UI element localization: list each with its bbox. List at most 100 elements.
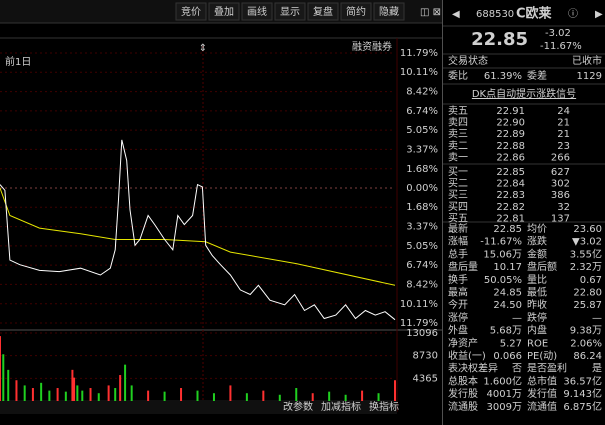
stat-label: 发行值 (527, 387, 557, 400)
volume-bar (2, 354, 5, 401)
book-volume: 386 (551, 190, 570, 201)
book-label: 买二 (448, 178, 468, 190)
stat-label: 总市值 (527, 374, 557, 387)
toolbar-button[interactable] (373, 2, 405, 21)
stat-value: 1.600亿 (483, 374, 522, 387)
status-label: 交易状态 (448, 54, 488, 67)
stat-value: 86.24 (573, 351, 602, 362)
volume-bar (344, 394, 347, 401)
toolbar-label[interactable]: 叠加 (214, 6, 234, 18)
book-volume: 21 (557, 129, 570, 140)
stat-value: 36.57亿 (563, 374, 602, 387)
toolbar-button[interactable] (340, 2, 372, 21)
stat-label: 盘后量 (448, 260, 478, 273)
stat-value: 0.066 (493, 351, 522, 362)
book-label: 买五 (448, 212, 468, 224)
book-price: 22.90 (496, 118, 525, 129)
toolbar-button[interactable] (274, 2, 306, 21)
volume-bar (245, 393, 248, 401)
y-tick-label: 6.74% (406, 260, 438, 271)
toolbar-label[interactable]: 画线 (247, 5, 267, 18)
volume-bar (114, 388, 117, 401)
stat-label: 今开 (448, 298, 468, 311)
toolbar-label[interactable]: 隐藏 (379, 6, 399, 18)
stat-value: 50.05% (484, 275, 522, 286)
stat-label: 净资产 (448, 336, 478, 349)
toolbar-label[interactable]: 竞价 (181, 5, 201, 18)
stat-value: 25.87 (573, 300, 602, 311)
volume-bar (23, 385, 26, 401)
stat-label: 换手 (448, 273, 468, 286)
volume-bar (81, 390, 84, 401)
margin-label[interactable]: 融资融券 (352, 40, 392, 53)
toolbar-button[interactable] (208, 2, 240, 21)
stat-value: ▼3.02 (572, 237, 602, 248)
volume-bar (130, 385, 133, 401)
volume-bar (295, 388, 298, 401)
y-tick-label: 0.00% (406, 183, 438, 194)
stat-value: — (592, 313, 602, 324)
volume-bar (107, 385, 110, 401)
stat-label: ROE (527, 338, 548, 349)
volume-bar (361, 390, 364, 401)
stat-value: 2.06% (570, 338, 602, 349)
stat-value: 10.17 (493, 262, 522, 273)
volume-bar (73, 377, 76, 401)
stat-label: 表决权差异 (448, 362, 498, 375)
nav-prev[interactable]: ◀ (452, 9, 460, 20)
toolbar-label[interactable]: 复盘 (313, 5, 333, 18)
stat-value: 24.85 (493, 288, 522, 299)
stat-value: 15.06万 (483, 249, 522, 260)
volume-bar (311, 393, 314, 401)
volume-bar (196, 390, 199, 401)
nav-next[interactable]: ▶ (595, 9, 603, 20)
volume-bar (31, 388, 34, 401)
toolbar-button[interactable] (241, 2, 273, 21)
book-volume: 137 (551, 213, 570, 224)
stat-value: 23.60 (573, 224, 602, 235)
stat-value: 是 (592, 363, 602, 375)
stat-label: 昨收 (527, 298, 547, 311)
book-label: 卖三 (448, 128, 468, 140)
indicator-tab[interactable]: 改参数 (283, 400, 313, 413)
stat-value: 24.50 (493, 300, 522, 311)
book-volume: 32 (557, 202, 570, 213)
close-icons[interactable]: ◫ ⊠ (420, 7, 441, 18)
stat-label: 发行股 (448, 387, 478, 400)
stat-label: 流通股 (448, 400, 478, 413)
book-price: 22.85 (496, 167, 525, 178)
stat-label: 涨跌 (527, 235, 547, 248)
stat-label: PE(动) (527, 350, 557, 362)
toolbar-button[interactable] (307, 2, 339, 21)
stat-label: 总股本 (448, 374, 478, 387)
volume-bar (262, 390, 265, 401)
volume-bar (89, 388, 92, 401)
stat-value: 9.38万 (570, 326, 602, 337)
indicator-tab[interactable]: 换指标 (369, 400, 399, 413)
volume-bar (64, 391, 67, 401)
price-line (0, 139, 396, 321)
book-label: 卖四 (448, 117, 468, 129)
toolbar-label[interactable]: 显示 (280, 6, 300, 18)
book-label: 买四 (448, 201, 468, 213)
book-price: 22.88 (496, 141, 525, 152)
toolbar-button[interactable] (175, 2, 207, 21)
indicator-tab[interactable]: 加减指标 (321, 400, 361, 413)
signal-link[interactable]: DK点自动提示涨跌信号 (472, 87, 576, 100)
toolbar-label[interactable]: 简约 (346, 5, 366, 18)
volume-bar (76, 385, 79, 401)
y-tick-label: 1.68% (406, 202, 438, 213)
y-tick-label: 5.05% (406, 241, 438, 252)
volume-bar (7, 369, 10, 401)
book-price: 22.89 (496, 129, 525, 140)
volume-bar (0, 336, 1, 401)
stock-name: C欧莱 (516, 6, 552, 22)
diff-label: 委差 (527, 69, 547, 82)
tabs-bar (0, 400, 397, 414)
stat-value: 4001万 (487, 389, 522, 400)
y-tick-label: 6.74% (406, 106, 438, 117)
stat-value: 22.80 (573, 288, 602, 299)
y-tick-label: 8.42% (406, 87, 438, 98)
info-icon[interactable]: ⓘ (568, 8, 578, 20)
